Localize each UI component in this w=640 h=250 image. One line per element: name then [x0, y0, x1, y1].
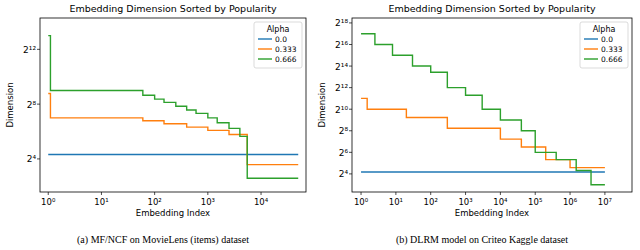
y-tick [349, 22, 352, 23]
x-tick-label: 10⁴ [254, 197, 269, 207]
legend-swatch [584, 48, 598, 49]
x-tick-label: 10⁰ [41, 197, 56, 207]
legend-swatch [584, 38, 598, 39]
y-tick-label: 2¹⁰ [335, 105, 348, 115]
series-line [48, 154, 298, 155]
y-tick-label: 2¹⁶ [335, 40, 348, 50]
panel-1: Embedding Dimension Sorted by Popularity… [317, 3, 632, 246]
legend-box [580, 22, 628, 68]
x-tick [465, 192, 466, 195]
x-tick [207, 192, 208, 195]
panel-0: Embedding Dimension Sorted by Popularity… [5, 3, 306, 246]
x-tick-label: 10⁷ [598, 197, 613, 207]
y-tick-label: 2⁸ [27, 100, 37, 110]
x-tick-label: 10⁶ [563, 197, 578, 207]
x-tick-label: 10¹ [389, 197, 403, 207]
legend-label: 0.666 [275, 55, 297, 64]
y-tick-label: 2⁴ [339, 169, 349, 179]
title: Embedding Dimension Sorted by Popularity [69, 3, 276, 14]
x-axis-label: Embedding Index [455, 208, 529, 218]
legend-title: Alpha [267, 25, 290, 34]
y-tick [37, 49, 40, 50]
legend-swatch [258, 38, 272, 39]
y-tick [349, 173, 352, 174]
x-axis-label: Embedding Index [136, 208, 210, 218]
x-tick [361, 192, 362, 195]
plot-frame [40, 18, 306, 192]
caption: (a) MF/NCF on MovieLens (items) dataset [77, 234, 249, 246]
x-tick [570, 192, 571, 195]
x-tick-label: 10⁴ [493, 197, 508, 207]
plot-lines [361, 34, 605, 185]
legend-swatch [258, 58, 272, 59]
y-tick [349, 152, 352, 153]
x-tick-label: 10¹ [94, 197, 108, 207]
y-axis-label: Dimension [317, 82, 327, 127]
legend: Alpha0.00.3330.666 [580, 22, 628, 68]
y-tick [37, 104, 40, 105]
x-tick [604, 192, 605, 195]
y-tick [349, 130, 352, 131]
y-tick-label: 2¹⁴ [335, 62, 348, 72]
legend-label: 0.666 [601, 55, 623, 64]
x-tick [500, 192, 501, 195]
x-tick [535, 192, 536, 195]
x-tick-label: 10³ [201, 197, 215, 207]
y-tick [349, 44, 352, 45]
series-line [361, 34, 605, 185]
x-tick [395, 192, 396, 195]
x-tick-label: 10² [148, 197, 162, 207]
y-tick [349, 87, 352, 88]
legend-label: 0.333 [275, 45, 297, 54]
legend: Alpha0.00.3330.666 [254, 22, 302, 68]
x-tick-label: 10³ [458, 197, 472, 207]
title: Embedding Dimension Sorted by Popularity [388, 3, 595, 14]
y-tick-label: 2¹² [23, 45, 36, 55]
legend-title: Alpha [593, 25, 616, 34]
legend-label: 0.333 [601, 45, 623, 54]
y-tick [349, 66, 352, 67]
y-tick-label: 2¹² [335, 83, 348, 93]
x-tick [154, 192, 155, 195]
x-tick [101, 192, 102, 195]
x-tick [48, 192, 49, 195]
y-tick-label: 2⁴ [27, 154, 37, 164]
x-tick-label: 10⁰ [354, 197, 369, 207]
caption: (b) DLRM model on Criteo Kaggle dataset [396, 234, 568, 246]
legend-label: 0.0 [275, 35, 287, 44]
x-tick-label: 10² [424, 197, 438, 207]
x-tick [261, 192, 262, 195]
y-tick-label: 2¹⁸ [335, 18, 348, 28]
y-tick-label: 2⁸ [339, 126, 349, 136]
series-line [361, 171, 605, 172]
legend-label: 0.0 [601, 35, 613, 44]
y-tick [349, 109, 352, 110]
y-tick-label: 2⁶ [339, 148, 349, 158]
legend-box [254, 22, 302, 68]
series-line [48, 93, 298, 164]
legend-swatch [258, 48, 272, 49]
x-tick [430, 192, 431, 195]
y-axis-label: Dimension [5, 82, 15, 127]
plot-frame [352, 18, 632, 192]
x-tick-label: 10⁵ [528, 197, 542, 207]
figure: Embedding Dimension Sorted by Popularity… [0, 0, 640, 250]
y-tick [37, 158, 40, 159]
legend-swatch [584, 58, 598, 59]
